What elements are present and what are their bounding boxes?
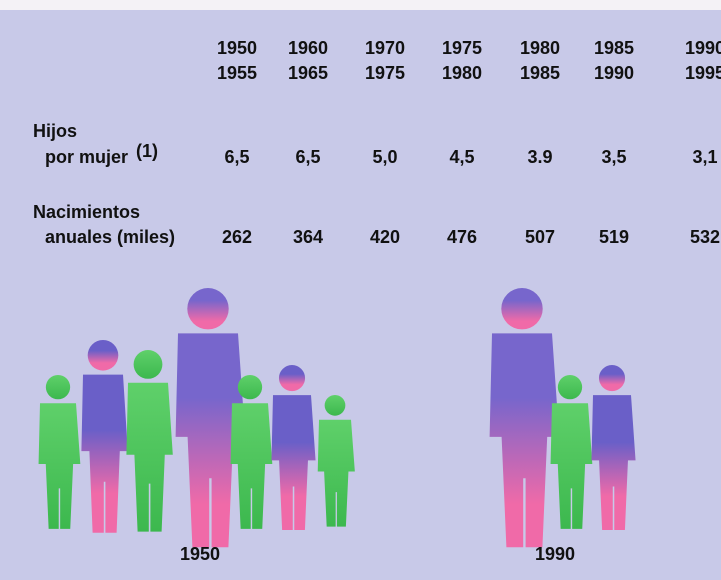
person-head	[238, 375, 262, 399]
cell-value: 519	[599, 227, 629, 247]
row-label: Hijos	[33, 121, 77, 141]
period-label: 1965	[288, 63, 328, 83]
period-label: 1975	[365, 63, 405, 83]
period-label: 1955	[217, 63, 257, 83]
person-head	[325, 395, 346, 416]
person-head	[187, 288, 228, 329]
cell-value: 5,0	[372, 147, 397, 167]
row-label: anuales (miles)	[45, 227, 175, 247]
period-label: 1990	[594, 63, 634, 83]
person-head	[279, 365, 305, 391]
period-label: 1980	[442, 63, 482, 83]
period-label: 1960	[288, 38, 328, 58]
cell-value: 364	[293, 227, 323, 247]
cell-value: 532	[690, 227, 720, 247]
page: 1950 1990 1950 1955 1960 1965 1970 1975 1975 19…	[0, 0, 721, 580]
cell-value: 3.9	[527, 147, 552, 167]
period-label: 1990	[685, 38, 721, 58]
row-label: por mujer	[45, 147, 128, 167]
cell-value: 507	[525, 227, 555, 247]
cell-value: 3,1	[692, 147, 717, 167]
period-label: 1985	[594, 38, 634, 58]
period-label: 1950	[217, 38, 257, 58]
period-label: 1995	[685, 63, 721, 83]
row-label: Nacimientos	[33, 202, 140, 222]
period-label: 1980	[520, 38, 560, 58]
person-head	[134, 350, 163, 379]
figure-label: 1990	[535, 544, 575, 564]
cell-value: 6,5	[295, 147, 320, 167]
person-head	[558, 375, 582, 399]
cell-value: 6,5	[224, 147, 249, 167]
person-head	[599, 365, 625, 391]
period-label: 1975	[442, 38, 482, 58]
person-head	[88, 340, 119, 371]
footnote-mark: (1)	[136, 141, 158, 161]
cell-value: 262	[222, 227, 252, 247]
period-label: 1970	[365, 38, 405, 58]
cell-value: 4,5	[449, 147, 474, 167]
figure-label: 1950	[180, 544, 220, 564]
top-strip	[0, 0, 721, 10]
cell-value: 420	[370, 227, 400, 247]
cell-value: 476	[447, 227, 477, 247]
person-head	[501, 288, 542, 329]
person-head	[46, 375, 70, 399]
period-label: 1985	[520, 63, 560, 83]
cell-value: 3,5	[601, 147, 626, 167]
